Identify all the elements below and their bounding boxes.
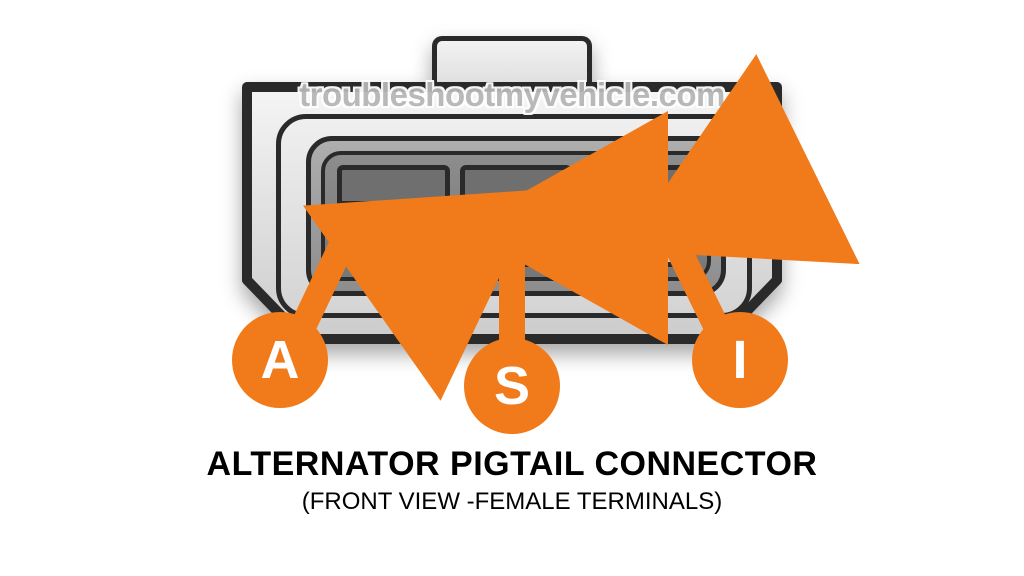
caption-title: ALTERNATOR PIGTAIL CONNECTOR <box>0 445 1024 484</box>
label-S-text: S <box>494 355 530 417</box>
label-I-text: I <box>732 329 747 391</box>
label-A-text: A <box>261 329 300 391</box>
caption-subtitle: (FRONT VIEW -FEMALE TERMINALS) <box>0 488 1024 516</box>
diagram-canvas: troubleshootmyvehicle.com A S <box>0 0 1024 576</box>
label-circle-I: I <box>692 312 788 408</box>
watermark-text: troubleshootmyvehicle.com <box>299 76 725 114</box>
label-circle-S: S <box>464 338 560 434</box>
label-circle-A: A <box>232 312 328 408</box>
caption: ALTERNATOR PIGTAIL CONNECTOR (FRONT VIEW… <box>0 445 1024 516</box>
